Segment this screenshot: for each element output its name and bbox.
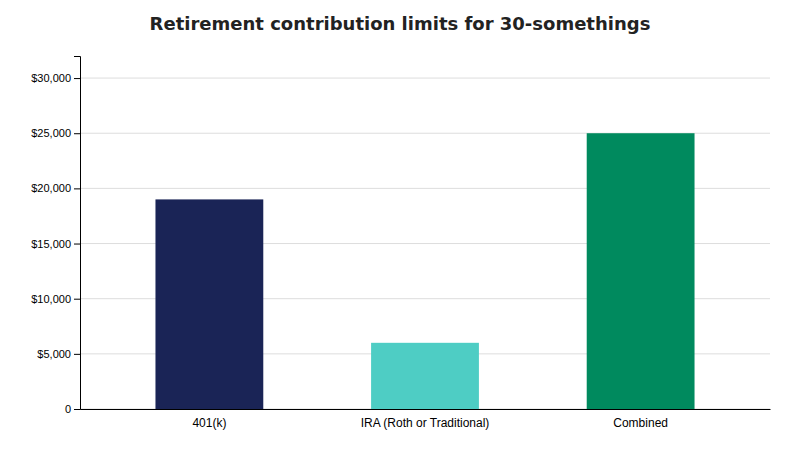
x-tick-label: IRA (Roth or Traditional) [361,416,490,430]
plot: 0 $5,000 $10,000 $15,000 $20,000 $25,000 $30,0… [31,57,770,430]
y-tick-label: $25,000 [31,127,71,139]
x-tick: IRA (Roth or Traditional) [361,416,490,430]
y-tick-mark [74,133,80,134]
y-tick-mark [74,299,80,300]
x-axis-line [81,409,771,410]
x-tick: Combined [613,416,668,430]
y-tick-label: $10,000 [31,293,71,305]
y-axis: 0 $5,000 $10,000 $15,000 $20,000 $25,000 $30,0… [31,57,80,416]
y-tick-mark [74,409,80,410]
y-tick-label: $20,000 [31,182,71,194]
y-tick: $15,000 [31,238,80,250]
y-axis-line [74,57,81,410]
grid [80,78,770,409]
bar [587,133,695,409]
y-tick-mark [74,354,80,355]
y-tick-mark [74,188,80,189]
y-tick: $25,000 [31,127,80,139]
grid-line [80,78,770,79]
x-tick-label: 401(k) [192,416,226,430]
bars [155,133,694,409]
bar [155,199,263,409]
y-tick: $30,000 [31,72,80,84]
y-tick: 0 [65,403,80,415]
x-axis: 401(k) IRA (Roth or Traditional) Combined [81,410,771,430]
y-tick-label: $30,000 [31,72,71,84]
y-tick: $10,000 [31,293,80,305]
title: Retirement contribution limits for 30-so… [150,13,651,34]
chart-svg: 0 $5,000 $10,000 $15,000 $20,000 $25,000 $30,0… [0,0,800,453]
x-tick: 401(k) [192,416,226,430]
x-tick-label: Combined [613,416,668,430]
y-tick-label: $15,000 [31,238,71,250]
y-tick-label: $5,000 [37,348,71,360]
y-tick-mark [74,244,80,245]
y-tick-label: 0 [65,403,71,415]
y-tick: $20,000 [31,182,80,194]
chart-container: 0 $5,000 $10,000 $15,000 $20,000 $25,000 $30,0… [0,0,800,453]
y-tick-mark [74,78,80,79]
bar [371,343,479,409]
y-tick: $5,000 [37,348,80,360]
